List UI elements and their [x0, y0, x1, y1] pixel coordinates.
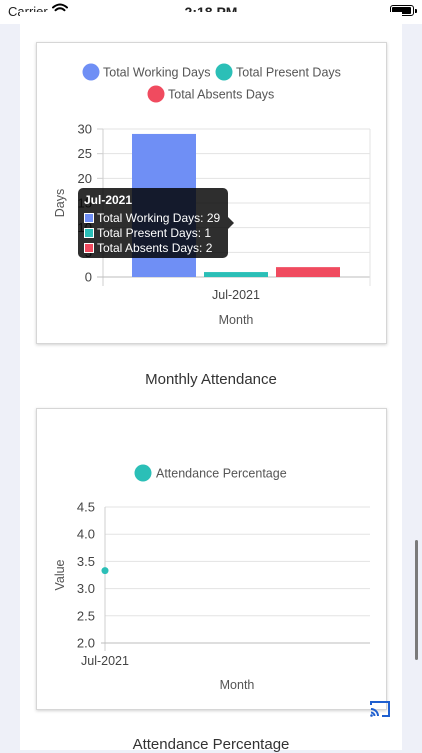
chart-tooltip: Jul-2021 Total Working Days: 29 Total Pr… — [78, 188, 234, 258]
x-tick-label: Jul-2021 — [212, 288, 260, 302]
tooltip-row: Total Working Days: 29 — [84, 210, 222, 225]
x-axis-title: Month — [219, 313, 254, 327]
cast-icon[interactable] — [368, 699, 392, 719]
tooltip-swatch — [84, 227, 94, 238]
tooltip-row-text: Total Absents Days: 2 — [97, 240, 213, 255]
legend-label: Total Working Days — [103, 66, 210, 80]
legend-marker — [82, 63, 100, 81]
tooltip-row: Total Absents Days: 2 — [84, 240, 222, 255]
y-tick-label: 2.5 — [77, 608, 95, 623]
y-tick-label: 20 — [78, 171, 92, 186]
tooltip-row-text: Total Present Days: 1 — [97, 225, 212, 240]
y-axis-title: Days — [53, 189, 67, 217]
y-tick-label: 0 — [85, 270, 92, 285]
attendance-percentage-caption: Attendance Percentage — [132, 736, 290, 753]
data-point — [101, 567, 109, 575]
legend-marker — [215, 63, 233, 81]
legend-label: Total Present Days — [236, 66, 341, 80]
y-tick-label: 30 — [78, 122, 92, 137]
monthly-attendance-caption: Monthly Attendance — [145, 371, 277, 388]
legend-marker — [147, 85, 165, 103]
y-tick-label: 3.5 — [77, 554, 95, 569]
legend-label: Attendance Percentage — [156, 467, 287, 481]
legend-label: Total Absents Days — [168, 88, 274, 102]
legend-marker — [134, 464, 152, 482]
y-tick-label: 4.5 — [77, 500, 95, 515]
attendance-percentage-chart-card: Attendance Percentage 2.0 2.5 3.0 3.5 4.0 4.5 J… — [36, 408, 387, 710]
x-axis-title: Month — [220, 678, 255, 692]
battery-icon — [390, 5, 417, 16]
y-tick-label: 4.0 — [77, 527, 95, 542]
tooltip-swatch — [84, 242, 94, 253]
attendance-percentage-chart[interactable]: Attendance Percentage 2.0 2.5 3.0 3.5 4.0 4.5 J… — [37, 409, 386, 709]
tooltip-title: Jul-2021 — [84, 193, 133, 207]
y-tick-label: 3.0 — [77, 581, 95, 596]
bar — [204, 272, 268, 277]
y-tick-label: 25 — [78, 146, 92, 161]
y-axis-title: Value — [53, 559, 67, 590]
scroll-indicator[interactable] — [415, 540, 418, 660]
bar — [276, 267, 340, 277]
y-tick-label: 2.0 — [77, 636, 95, 651]
tooltip-swatch — [84, 212, 94, 223]
tooltip-row: Total Present Days: 1 — [84, 225, 222, 240]
x-tick-label: Jul-2021 — [81, 654, 129, 668]
tooltip-row-text: Total Working Days: 29 — [97, 210, 221, 225]
